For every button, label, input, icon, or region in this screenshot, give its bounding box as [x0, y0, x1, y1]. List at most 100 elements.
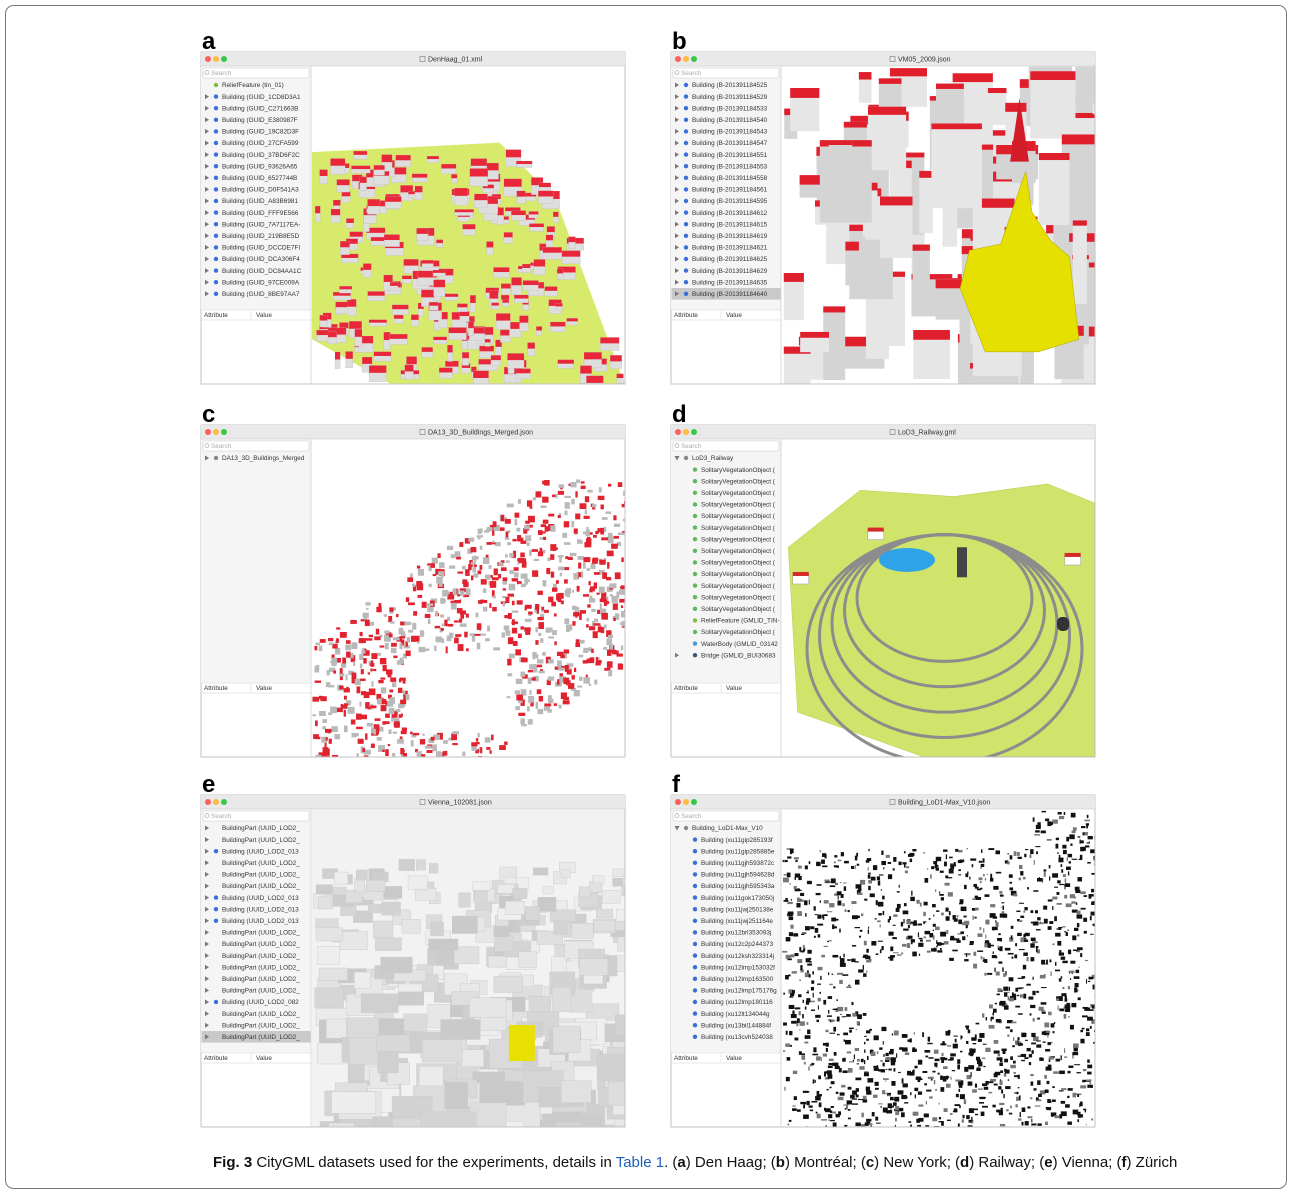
window-button[interactable] [691, 799, 697, 805]
tree-item[interactable]: Building (B-201391184529 [692, 94, 768, 101]
tree-item[interactable]: BuildingPart (UUID_LOD2_ [222, 976, 300, 983]
tree-item[interactable]: Building (B-201391184621 [692, 245, 768, 252]
expand-arrow[interactable] [675, 210, 679, 216]
tree-item[interactable]: WaterBody (GMLID_03142 [701, 641, 778, 648]
tree-item[interactable]: Building (xu12brl353093j [701, 930, 771, 937]
tree-item[interactable]: BuildingPart (UUID_LOD2_ [222, 825, 300, 832]
tree-item[interactable]: Building (GUID_37BD6F2C [222, 152, 300, 159]
tree-item[interactable]: Building (GUID_97CE009A [222, 279, 300, 286]
tree-item[interactable]: Building (B-201391184533 [692, 105, 768, 112]
tree-item[interactable]: SolitaryVegetationObject ( [701, 536, 776, 543]
expand-arrow[interactable] [205, 987, 209, 993]
expand-arrow[interactable] [675, 105, 679, 111]
expand-arrow[interactable] [675, 244, 679, 250]
tree-item[interactable]: SolitaryVegetationObject ( [701, 502, 776, 509]
tree-item[interactable]: Building (GUID_E380987F [222, 117, 298, 124]
tree-item[interactable]: BuildingPart (UUID_LOD2_ [222, 930, 300, 937]
expand-arrow[interactable] [675, 198, 679, 204]
expand-arrow[interactable] [205, 210, 209, 216]
expand-arrow[interactable] [675, 128, 679, 134]
expand-arrow[interactable] [205, 233, 209, 239]
tree-item[interactable]: BuildingPart (UUID_LOD2_ [222, 1011, 300, 1018]
expand-arrow[interactable] [675, 256, 679, 262]
tree-item[interactable]: Building (GUID_DCCDE7FI [222, 245, 300, 252]
tree-item[interactable]: Building (xu11jwj251164e [701, 918, 773, 925]
tree-item[interactable]: Building (B-201391184615 [692, 221, 768, 228]
viewport-3d[interactable] [782, 52, 1142, 445]
expand-arrow[interactable] [205, 848, 209, 854]
tree-item[interactable]: Building (B-201391184553 [692, 163, 768, 170]
tree-item[interactable]: Building (UUID_LOD2_013 [222, 918, 299, 925]
viewport-3d[interactable] [312, 809, 669, 1158]
tree-item[interactable]: BuildingPart (UUID_LOD2_ [222, 964, 300, 971]
expand-arrow[interactable] [675, 233, 679, 239]
tree-item[interactable]: SolitaryVegetationObject ( [701, 513, 776, 520]
tree-item[interactable]: Building (UUID_LOD2_013 [222, 895, 299, 902]
tree-item[interactable]: Building (GUID_6527744B [222, 175, 297, 182]
tree-item[interactable]: Building (xu11gok173050j [701, 895, 774, 902]
tree-item[interactable]: Building (xu11gip285885e [701, 848, 775, 855]
tree-item[interactable]: Building (B-201391184635 [692, 279, 768, 286]
window-button[interactable] [221, 56, 227, 62]
tree-item[interactable]: Building (xu11gjh593872c [701, 860, 775, 867]
tree-item[interactable]: Building (xu11jwj250138e [701, 906, 774, 913]
tree-item[interactable]: Building (B-201391184561 [692, 187, 768, 194]
expand-arrow[interactable] [205, 163, 209, 169]
tree-item[interactable]: BuildingPart (UUID_LOD2_ [222, 988, 300, 995]
tree-item[interactable]: SolitaryVegetationObject ( [701, 629, 776, 636]
tree-item[interactable]: Building (GUID_19C82D3F [222, 129, 299, 136]
window-button[interactable] [691, 429, 697, 435]
tree-item[interactable]: SolitaryVegetationObject ( [701, 467, 776, 474]
tree-item[interactable]: DA13_3D_Buildings_Merged [222, 455, 305, 462]
caption-link[interactable]: Table 1 [616, 1154, 664, 1171]
search-box[interactable] [672, 810, 780, 822]
expand-arrow[interactable] [205, 918, 209, 924]
tree-item[interactable]: Building (xu12lmp175176g [701, 988, 777, 995]
expand-arrow[interactable] [675, 268, 679, 274]
tree-item[interactable]: Building (B-201391184547 [692, 140, 768, 147]
expand-arrow[interactable] [675, 140, 679, 146]
expand-arrow[interactable] [205, 291, 209, 297]
tree-item[interactable]: Building (xu12lt134044g [701, 1011, 770, 1018]
tree-item[interactable]: SolitaryVegetationObject ( [701, 583, 776, 590]
tree-item[interactable]: Building (GUID_8BE97AA7 [222, 291, 300, 298]
tree-item[interactable]: ReliefFeature (tin_01) [222, 82, 284, 89]
tree-item[interactable]: Building (xu12lmp163500 [701, 976, 774, 983]
tree-item[interactable]: SolitaryVegetationObject ( [701, 548, 776, 555]
tree-item[interactable]: BuildingPart (UUID_LOD2_ [222, 872, 300, 879]
window-button[interactable] [205, 429, 211, 435]
expand-arrow[interactable] [205, 883, 209, 889]
tree-item[interactable]: Building (xu11gjh595343a [701, 883, 775, 890]
expand-arrow[interactable] [205, 105, 209, 111]
tree-item[interactable]: BuildingPart (UUID_LOD2_ [222, 941, 300, 948]
window-button[interactable] [205, 799, 211, 805]
expand-arrow[interactable] [675, 175, 679, 181]
tree-item[interactable]: Building (GUID_D0F541A3 [222, 187, 299, 194]
tree-item[interactable]: Building (UUID_LOD2_082 [222, 999, 299, 1006]
search-box[interactable] [672, 440, 780, 452]
expand-arrow[interactable] [205, 953, 209, 959]
tree-item[interactable]: BuildingPart (UUID_LOD2_ [222, 837, 300, 844]
expand-arrow[interactable] [205, 1022, 209, 1028]
expand-arrow[interactable] [675, 652, 679, 658]
expand-arrow[interactable] [675, 163, 679, 169]
expand-arrow[interactable] [675, 152, 679, 158]
tree-item[interactable]: Building (GUID_7A7117EA- [222, 221, 300, 228]
expand-arrow[interactable] [205, 871, 209, 877]
tree-item[interactable]: ReliefFeature (GMLID_TIN- [701, 618, 779, 625]
tree-item[interactable]: SolitaryVegetationObject ( [701, 478, 776, 485]
tree-item[interactable]: Building (B-201391184619 [692, 233, 768, 240]
collapse-arrow[interactable] [674, 826, 680, 831]
expand-arrow[interactable] [205, 117, 209, 123]
expand-arrow[interactable] [205, 976, 209, 982]
expand-arrow[interactable] [205, 906, 209, 912]
tree-item[interactable]: Building (GUID_DCA306F4 [222, 256, 300, 263]
expand-arrow[interactable] [675, 82, 679, 88]
expand-arrow[interactable] [205, 929, 209, 935]
window-button[interactable] [691, 56, 697, 62]
expand-arrow[interactable] [675, 94, 679, 100]
tree-item[interactable]: Building (GUID_27CFA599 [222, 140, 299, 147]
search-box[interactable] [202, 810, 310, 822]
expand-arrow[interactable] [205, 964, 209, 970]
expand-arrow[interactable] [205, 1034, 209, 1040]
